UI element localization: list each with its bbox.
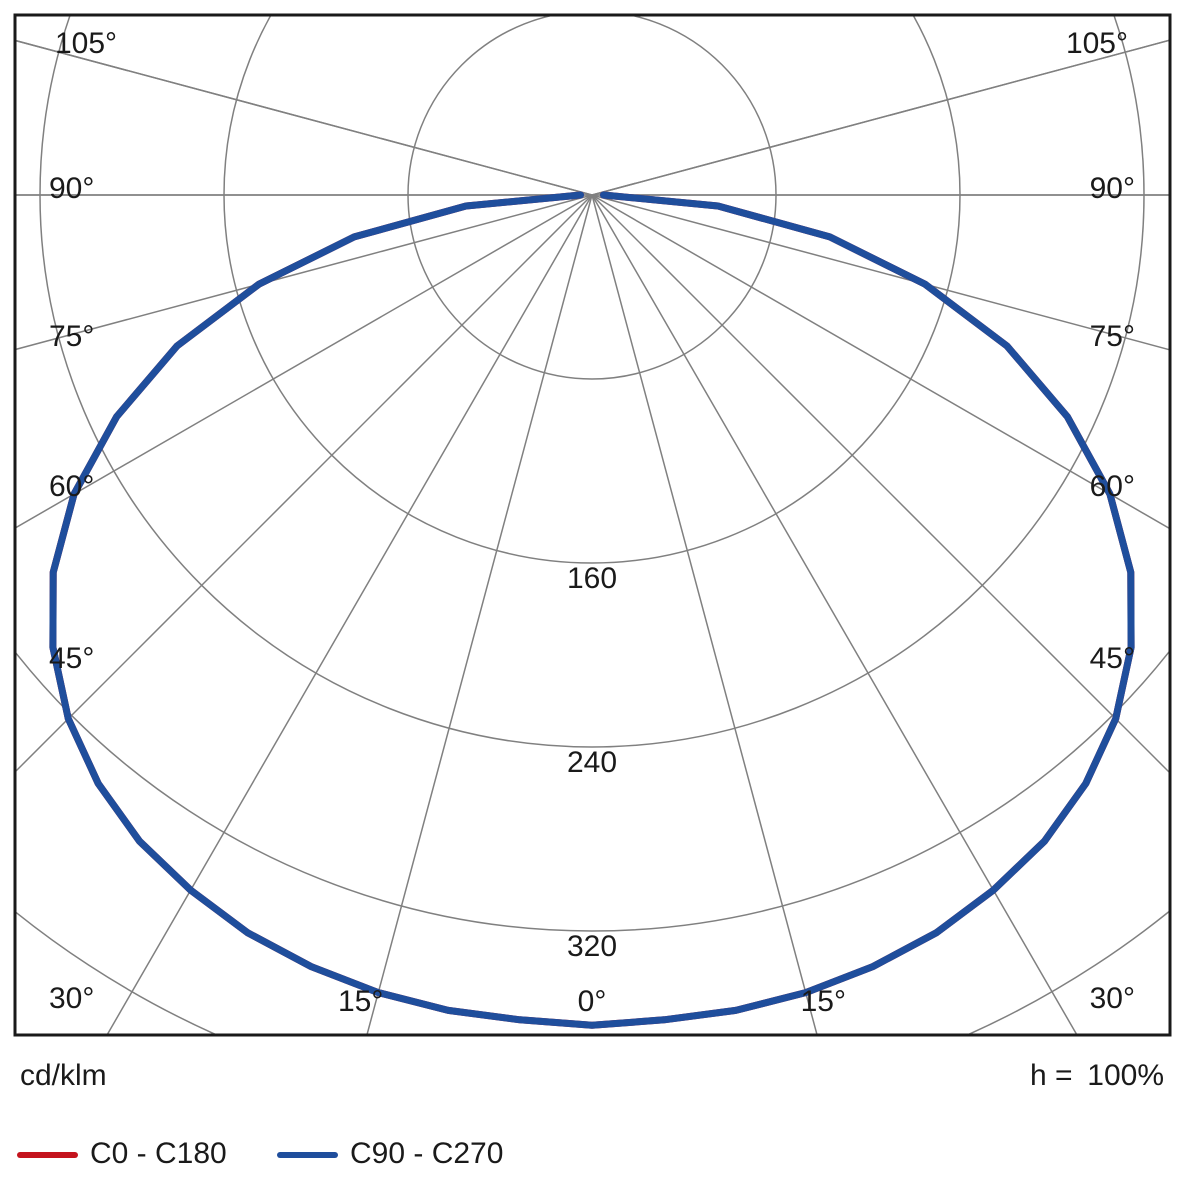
legend-label: C90 - C270: [350, 1137, 503, 1170]
ring-label: 240: [567, 746, 617, 779]
unit-label: cd/klm: [20, 1059, 107, 1092]
angle-label-right: 45°: [1090, 642, 1135, 675]
ring-label: 160: [567, 562, 617, 595]
angle-label-left: 75°: [49, 320, 94, 353]
angle-label-left: 90°: [49, 172, 94, 205]
polar-chart: 160 240 320 105° 90° 75° 60° 45° 30° 15° 105° 90° 75…: [0, 0, 1185, 1200]
eta-value: 100%: [1087, 1059, 1164, 1092]
angle-label-right: 15°: [801, 985, 846, 1018]
eta-label: h =: [1030, 1059, 1073, 1092]
angle-label-left: 15°: [338, 985, 383, 1018]
ring-label: 320: [567, 930, 617, 963]
angle-label-right: 60°: [1090, 470, 1135, 503]
angle-label-right: 30°: [1090, 982, 1135, 1015]
legend-label: C0 - C180: [90, 1137, 227, 1170]
angle-label-center: 0°: [578, 985, 607, 1018]
angle-label-left: 60°: [49, 470, 94, 503]
angle-label-left: 45°: [49, 642, 94, 675]
angle-label-right: 105°: [1066, 27, 1128, 60]
angle-label-left: 105°: [55, 27, 117, 60]
angle-label-right: 90°: [1090, 172, 1135, 205]
angle-label-left: 30°: [49, 982, 94, 1015]
angle-label-right: 75°: [1090, 320, 1135, 353]
